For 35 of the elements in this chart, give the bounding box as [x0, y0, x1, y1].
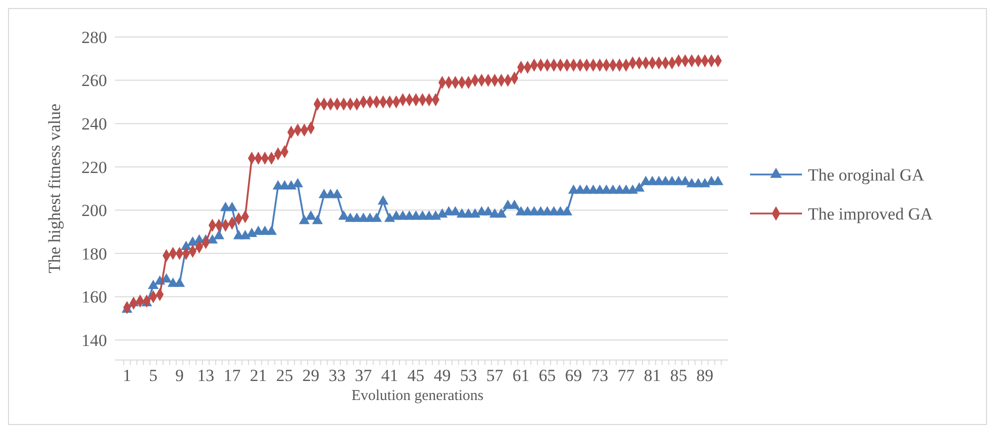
- x-tick-label: 5: [149, 366, 158, 385]
- x-tick-label: 33: [328, 366, 346, 385]
- y-tick-label: 140: [82, 330, 107, 350]
- x-tick-label: 21: [250, 366, 267, 385]
- x-tick-label: 37: [354, 366, 372, 385]
- legend-label: The improved GA: [808, 204, 934, 224]
- x-tick-label: 81: [644, 366, 661, 385]
- x-tick-label: 73: [591, 366, 608, 385]
- y-tick-label: 240: [82, 114, 107, 134]
- x-tick-label: 9: [175, 366, 184, 385]
- y-tick-label: 160: [82, 288, 107, 307]
- x-tick-label: 77: [618, 366, 636, 385]
- y-tick-label: 260: [82, 71, 107, 90]
- legend-label: The oroginal GA: [808, 165, 925, 184]
- x-tick-label: 85: [670, 366, 688, 385]
- x-tick-label: 65: [538, 366, 556, 385]
- x-tick-label: 25: [276, 366, 294, 385]
- x-tick-label: 29: [302, 366, 320, 385]
- x-tick-label: 13: [197, 366, 214, 385]
- x-tick-label: 41: [381, 366, 398, 385]
- y-axis-title: The highest fitness value: [45, 104, 64, 274]
- x-tick-label: 57: [486, 366, 504, 385]
- x-tick-label: 53: [460, 366, 477, 385]
- y-tick-label: 280: [82, 28, 107, 47]
- x-tick-label: 17: [224, 366, 242, 385]
- x-tick-label: 69: [565, 366, 582, 385]
- y-tick-label: 220: [82, 158, 107, 177]
- x-tick-label: 45: [407, 366, 424, 385]
- y-tick-label: 180: [82, 244, 107, 264]
- x-tick-label: 61: [512, 366, 530, 385]
- x-tick-label: 1: [122, 366, 132, 385]
- x-tick-label: 89: [696, 366, 714, 385]
- x-axis-title: Evolution generations: [351, 388, 484, 404]
- y-tick-label: 200: [82, 201, 107, 220]
- x-tick-label: 49: [434, 366, 451, 385]
